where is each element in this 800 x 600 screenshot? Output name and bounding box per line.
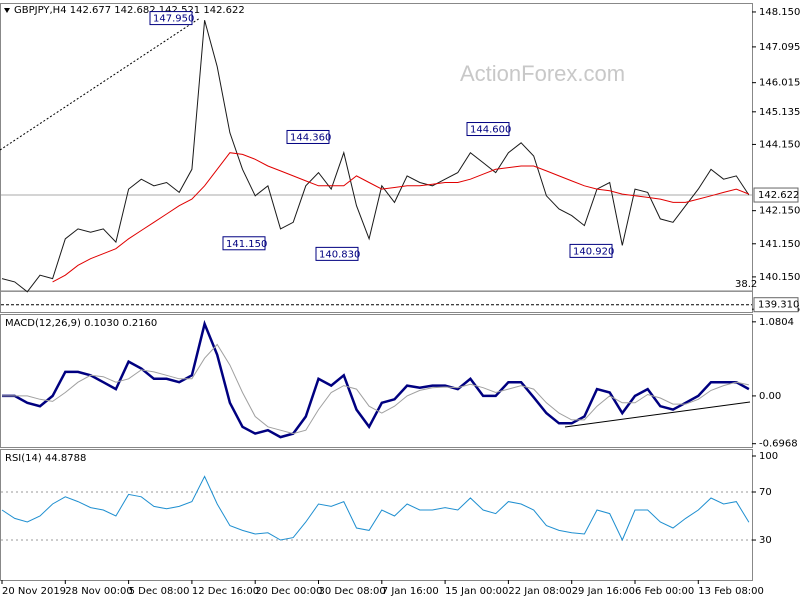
support-tag: [753, 297, 799, 313]
series-line: [52, 152, 750, 283]
x-tick-label: 20 Nov 2019: [2, 586, 66, 597]
chart-title: GBPJPY,H4 142.677 142.682 142.521 142.62…: [14, 5, 245, 16]
macd-title: MACD(12,26,9) 0.1030 0.2160: [5, 318, 157, 329]
x-tick-label: 13 Feb 08:00: [698, 586, 764, 597]
x-tick-label: 7 Jan 16:00: [382, 586, 439, 597]
price-annotation-box: [466, 122, 510, 137]
y-tick-label: 30: [759, 535, 772, 546]
rsi-panel: [0, 449, 753, 581]
price-annotation-box: [286, 129, 330, 144]
x-tick-label: 28 Nov 00:00: [65, 586, 132, 597]
x-tick-label: 30 Dec 08:00: [319, 586, 386, 597]
price-annotation: 144.360: [290, 132, 331, 143]
x-tick-label: 12 Dec 16:00: [192, 586, 259, 597]
series-line: [2, 343, 750, 435]
y-tick-label: 1.0804: [759, 317, 794, 328]
y-tick-label: 144.150: [759, 139, 800, 150]
price-annotation: 147.950: [153, 14, 194, 25]
fib-label: 38.2: [735, 279, 757, 290]
menu-arrow: [4, 8, 10, 13]
price-annotation: 144.600: [470, 125, 511, 136]
price-annotation: 140.830: [319, 249, 360, 260]
series-line: [2, 319, 750, 439]
price-annotation: 141.150: [226, 239, 267, 250]
price-annotation-box: [149, 11, 193, 26]
y-tick-label: 140.150: [759, 272, 800, 283]
series-line: [1, 20, 750, 293]
y-tick-label: 142.150: [759, 206, 800, 217]
y-tick-label: 100: [759, 451, 778, 462]
y-tick-label: 146.015: [759, 78, 800, 89]
price-annotation-box: [315, 246, 359, 261]
y-tick-label: 148.150: [759, 7, 800, 18]
price-tag: [753, 187, 799, 203]
y-tick-label: 0.00: [759, 391, 781, 402]
y-tick-label: 141.150: [759, 239, 800, 250]
y-tick-label: 70: [759, 487, 772, 498]
macd-trendline: [564, 401, 751, 428]
x-tick-label: 20 Dec 00:00: [255, 586, 322, 597]
x-tick-label: 6 Feb 00:00: [635, 586, 694, 597]
price-annotation-box: [569, 243, 613, 258]
price-panel: [0, 3, 753, 313]
price-tag-label: 142.622: [758, 190, 799, 201]
macd-panel: [0, 314, 753, 448]
y-tick-label: 145.135: [759, 107, 800, 118]
x-tick-label: 5 Dec 08:00: [129, 586, 190, 597]
series-line: [1, 475, 750, 542]
rsi-title: RSI(14) 44.8788: [5, 453, 86, 464]
watermark: ActionForex.com: [460, 61, 625, 86]
x-tick-label: 15 Jan 00:00: [445, 586, 508, 597]
y-tick-label: 147.095: [759, 42, 800, 53]
price-annotation: 140.920: [573, 246, 614, 257]
x-tick-label: 29 Jan 16:00: [572, 586, 635, 597]
y-tick-label: -0.6968: [759, 439, 798, 450]
price-annotation-box: [222, 236, 266, 251]
support-tag-label: 139.310: [758, 300, 799, 311]
x-tick-label: 22 Jan 08:00: [508, 586, 571, 597]
